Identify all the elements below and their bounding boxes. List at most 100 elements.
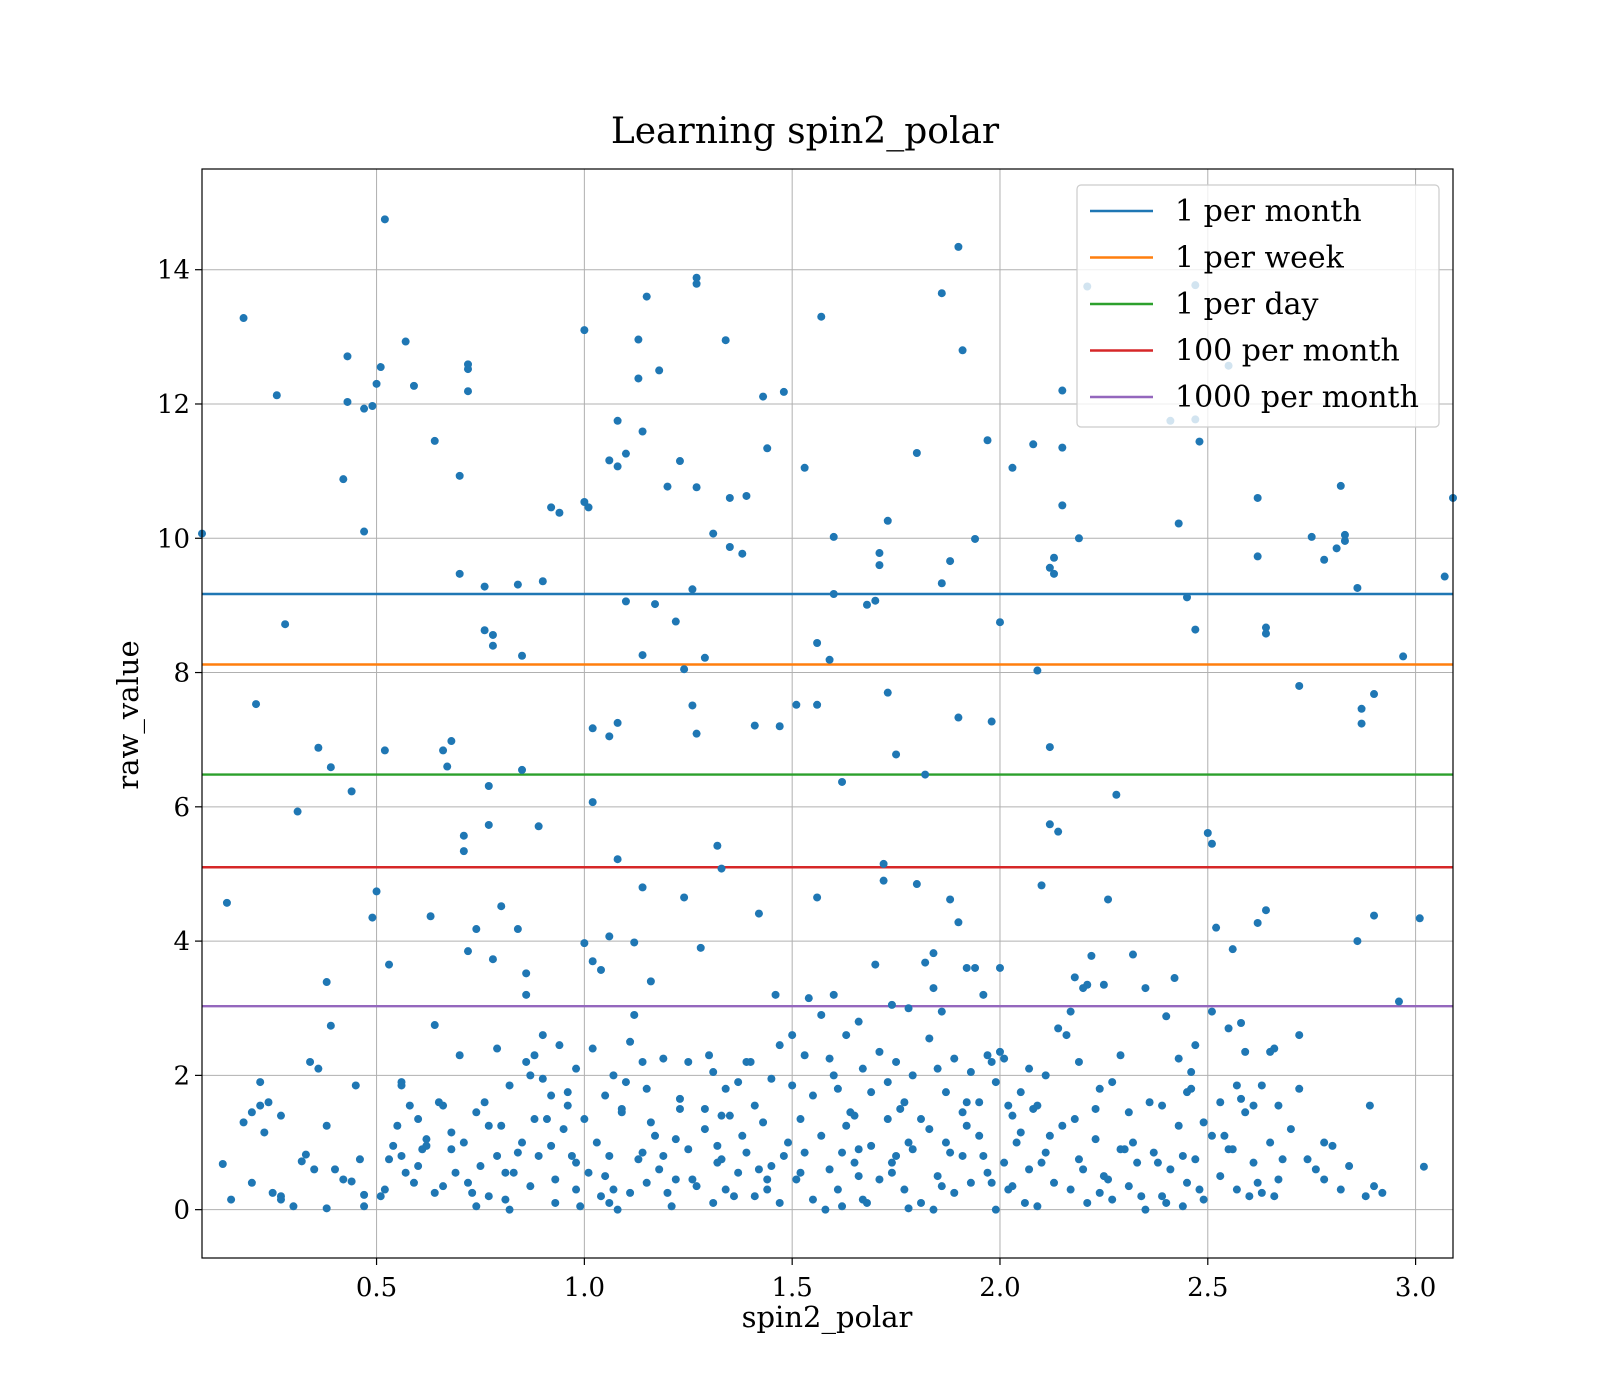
data-point <box>1174 519 1183 528</box>
data-point <box>871 596 880 605</box>
data-point <box>1311 1165 1320 1174</box>
data-point <box>1050 1178 1059 1187</box>
data-point <box>808 1091 817 1100</box>
data-point <box>1058 501 1067 510</box>
data-point <box>1303 1155 1312 1164</box>
data-point <box>1116 1145 1125 1154</box>
data-point <box>1261 906 1270 915</box>
data-point <box>804 994 813 1003</box>
data-point <box>547 1091 556 1100</box>
data-point <box>397 1151 406 1160</box>
data-point <box>663 1188 672 1197</box>
data-point <box>247 1108 256 1117</box>
data-point <box>451 1168 460 1177</box>
data-point <box>276 1111 285 1120</box>
data-point <box>813 893 822 902</box>
x-tick-label: 2.5 <box>1187 1273 1228 1303</box>
data-point <box>497 902 506 911</box>
data-point <box>1378 1188 1387 1197</box>
data-point <box>476 1162 485 1171</box>
data-point <box>376 1192 385 1201</box>
data-point <box>1074 534 1083 543</box>
legend-box <box>1076 184 1440 428</box>
data-point <box>322 1121 331 1130</box>
data-point <box>1237 1094 1246 1103</box>
data-point <box>468 1188 477 1197</box>
data-point <box>742 1148 751 1157</box>
data-point <box>709 1068 718 1077</box>
data-point <box>347 787 356 796</box>
data-point <box>788 1031 797 1040</box>
data-point <box>551 1175 560 1184</box>
data-point <box>605 932 614 941</box>
data-point <box>621 1078 630 1087</box>
data-point <box>605 1151 614 1160</box>
data-point <box>929 949 938 958</box>
data-point <box>842 1121 851 1130</box>
data-point <box>505 1081 514 1090</box>
x-tick-label: 1.0 <box>564 1273 605 1303</box>
data-point <box>958 1151 967 1160</box>
data-point <box>941 1138 950 1147</box>
data-point <box>572 1185 581 1194</box>
data-point <box>991 1078 1000 1087</box>
data-point <box>1295 1084 1304 1093</box>
data-point <box>1099 980 1108 989</box>
data-point <box>1187 1068 1196 1077</box>
x-tick-label: 2.0 <box>979 1273 1020 1303</box>
y-tick-label: 14 <box>157 256 190 286</box>
data-point <box>875 1047 884 1056</box>
data-point <box>663 482 672 491</box>
data-point <box>700 653 709 662</box>
data-point <box>680 893 689 902</box>
data-point <box>1216 1172 1225 1181</box>
data-point <box>1274 1101 1283 1110</box>
legend-label: 100 per month <box>1175 334 1400 369</box>
data-point <box>950 1188 959 1197</box>
data-point <box>1320 1138 1329 1147</box>
data-point <box>1029 440 1038 449</box>
data-point <box>326 1021 335 1030</box>
y-axis-ticks: 0 2 4 6 8 10 12 14 <box>157 256 202 1226</box>
data-point <box>580 939 589 948</box>
data-point <box>875 1175 884 1184</box>
data-point <box>601 1172 610 1181</box>
data-point <box>372 379 381 388</box>
data-point <box>833 1185 842 1194</box>
data-point <box>742 1057 751 1066</box>
data-point <box>264 1098 273 1107</box>
data-point <box>1353 583 1362 592</box>
data-point <box>630 1010 639 1019</box>
data-point <box>397 1081 406 1090</box>
data-point <box>709 1198 718 1207</box>
data-point <box>1158 1192 1167 1201</box>
data-point <box>380 1185 389 1194</box>
y-tick-label: 6 <box>173 793 190 823</box>
data-point <box>1191 625 1200 634</box>
data-point <box>904 1204 913 1213</box>
legend-label: 1 per month <box>1175 194 1362 229</box>
data-point <box>1295 681 1304 690</box>
data-point <box>1394 997 1403 1006</box>
data-point <box>563 1088 572 1097</box>
data-point <box>330 1165 339 1174</box>
data-point <box>601 1091 610 1100</box>
data-point <box>875 561 884 570</box>
data-point <box>621 597 630 606</box>
data-point <box>1137 1192 1146 1201</box>
data-point <box>871 960 880 969</box>
data-point <box>526 1071 535 1080</box>
data-point <box>1274 1175 1283 1184</box>
data-point <box>684 1145 693 1154</box>
data-point <box>692 279 701 288</box>
data-point <box>742 491 751 500</box>
data-point <box>488 955 497 964</box>
data-point <box>268 1188 277 1197</box>
data-point <box>829 1071 838 1080</box>
data-point <box>987 1057 996 1066</box>
data-point <box>480 1098 489 1107</box>
data-point <box>368 402 377 411</box>
data-point <box>339 475 348 484</box>
data-point <box>817 1010 826 1019</box>
data-point <box>555 1041 564 1050</box>
